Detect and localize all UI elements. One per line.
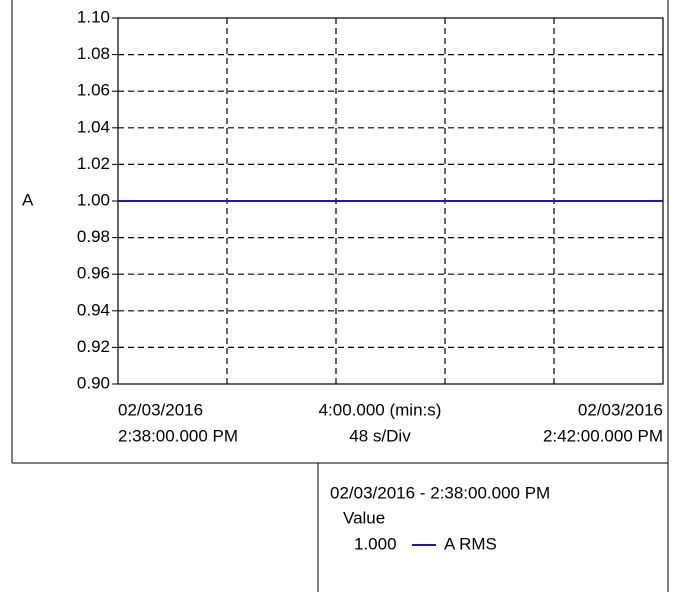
y-tick-label: 1.02 bbox=[77, 154, 110, 173]
x-span: 4:00.000 (min:s) bbox=[319, 400, 442, 419]
x-end-time: 2:42:00.000 PM bbox=[543, 426, 663, 445]
readout-value: 1.000 bbox=[354, 534, 397, 553]
readout-time: 02/03/2016 - 2:38:00.000 PM bbox=[330, 483, 550, 502]
y-tick-label: 1.04 bbox=[77, 117, 110, 136]
x-start-time: 2:38:00.000 PM bbox=[118, 426, 238, 445]
x-division: 48 s/Div bbox=[349, 426, 411, 445]
y-tick-label: 0.92 bbox=[77, 337, 110, 356]
y-tick-label: 1.08 bbox=[77, 44, 110, 63]
x-start-date: 02/03/2016 bbox=[118, 400, 203, 419]
readout-header: Value bbox=[343, 508, 385, 527]
x-end-date: 02/03/2016 bbox=[578, 400, 663, 419]
y-tick-label: 1.10 bbox=[77, 7, 110, 26]
y-axis-label: A bbox=[22, 190, 34, 209]
y-tick-label: 1.00 bbox=[77, 190, 110, 209]
y-tick-label: 0.94 bbox=[77, 300, 110, 319]
y-tick-label: 0.90 bbox=[77, 373, 110, 392]
y-tick-label: 1.06 bbox=[77, 81, 110, 100]
legend-label: A RMS bbox=[444, 534, 497, 553]
y-tick-label: 0.96 bbox=[77, 264, 110, 283]
y-tick-label: 0.98 bbox=[77, 227, 110, 246]
